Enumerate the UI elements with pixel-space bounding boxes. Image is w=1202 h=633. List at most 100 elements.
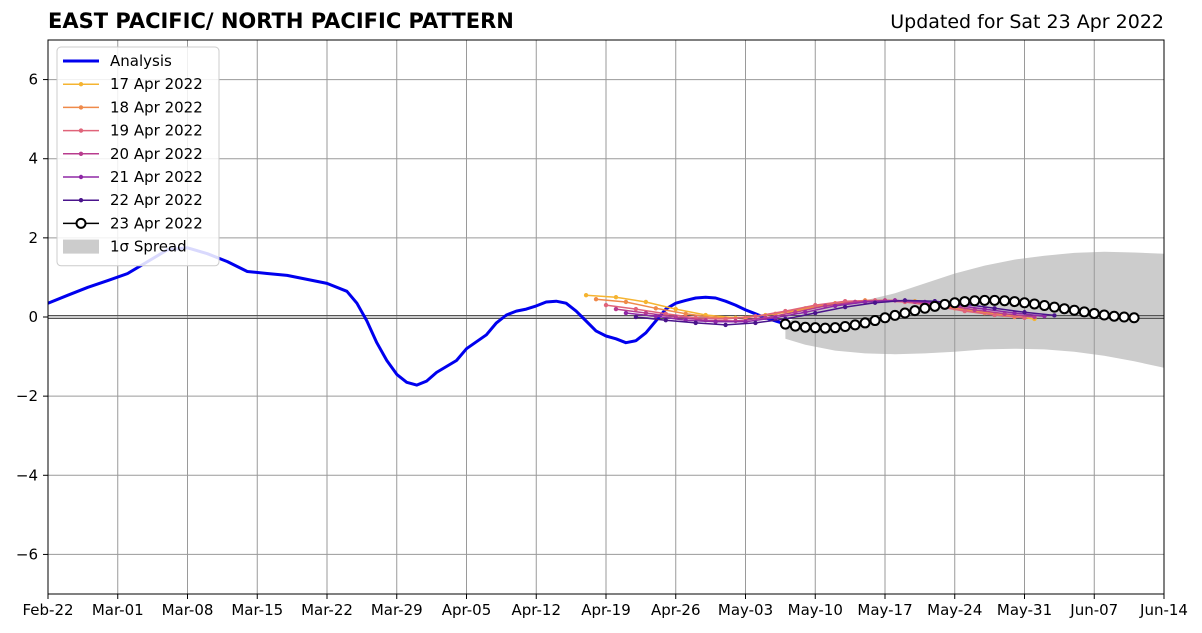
data-point: [849, 319, 861, 331]
data-point: [992, 312, 997, 318]
data-point: [813, 310, 818, 316]
data-point: [969, 295, 981, 307]
data-point: [789, 320, 801, 332]
x-tick-label: Mar-22: [301, 601, 353, 619]
data-point: [779, 318, 791, 330]
data-point: [673, 306, 678, 312]
data-point: [859, 317, 871, 329]
data-point: [683, 311, 688, 317]
legend-label: 17 Apr 2022: [110, 75, 203, 93]
data-point: [959, 296, 971, 308]
x-tick-label: Jun-14: [1139, 601, 1188, 619]
y-tick-label: −6: [16, 545, 38, 563]
data-point: [1048, 301, 1060, 313]
x-tick-label: Apr-26: [651, 601, 701, 619]
legend-label: 1σ Spread: [110, 238, 187, 256]
data-point: [1052, 313, 1057, 318]
x-tick-label: May-24: [927, 601, 982, 619]
data-point: [879, 312, 891, 324]
data-point: [1019, 297, 1030, 309]
data-point: [949, 297, 961, 309]
data-point: [962, 308, 967, 314]
data-point: [992, 306, 997, 311]
data-point: [999, 295, 1011, 307]
data-point: [623, 310, 629, 316]
x-tick-label: Mar-01: [92, 601, 144, 619]
x-tick-label: Mar-29: [371, 601, 423, 619]
data-point: [1009, 296, 1021, 308]
data-point: [613, 295, 619, 300]
legend-marker: [75, 217, 87, 229]
data-point: [663, 317, 668, 323]
data-point: [1108, 310, 1120, 322]
legend-label: 23 Apr 2022: [110, 214, 203, 232]
y-tick-label: −2: [16, 387, 38, 405]
data-point: [872, 300, 878, 305]
data-point: [869, 315, 881, 327]
x-tick-label: Jun-07: [1069, 601, 1118, 619]
legend-marker: [78, 197, 84, 203]
data-point: [723, 322, 728, 328]
y-tick-label: 4: [28, 150, 38, 168]
data-point: [1058, 303, 1070, 315]
series-line: [48, 246, 786, 387]
legend-marker: [78, 174, 84, 180]
data-point: [613, 306, 619, 312]
legend-marker: [78, 151, 84, 156]
data-point: [1098, 309, 1110, 321]
data-point: [603, 302, 609, 308]
x-tick-label: Mar-08: [162, 601, 214, 619]
data-point: [1068, 304, 1080, 316]
legend-swatch: [63, 239, 99, 254]
data-point: [633, 306, 639, 312]
data-point: [902, 298, 908, 303]
legend-label: 19 Apr 2022: [110, 122, 203, 140]
data-point: [899, 307, 911, 319]
data-point: [842, 304, 848, 310]
legend-label: Analysis: [110, 52, 172, 70]
chart-subtitle: Updated for Sat 23 Apr 2022: [890, 11, 1164, 33]
data-point: [839, 320, 851, 332]
data-point: [653, 314, 659, 319]
data-point: [799, 321, 811, 333]
data-point: [753, 320, 758, 326]
data-point: [1022, 310, 1027, 315]
x-tick-label: May-31: [997, 601, 1052, 619]
data-point: [593, 296, 599, 302]
data-point: [939, 298, 951, 310]
x-tick-label: Apr-05: [442, 601, 492, 619]
chart-title: EAST PACIFIC/ NORTH PACIFIC PATTERN: [48, 9, 514, 33]
data-point: [713, 319, 718, 324]
legend-label: 18 Apr 2022: [110, 98, 203, 116]
data-point: [832, 303, 838, 309]
legend-marker: [78, 81, 84, 87]
data-point: [773, 315, 778, 320]
data-point: [809, 322, 821, 334]
data-point: [583, 293, 589, 298]
data-point: [862, 299, 868, 305]
data-point: [989, 294, 1001, 306]
y-tick-label: 0: [28, 308, 38, 326]
x-tick-label: Apr-12: [512, 601, 562, 619]
y-tick-label: 6: [28, 71, 38, 89]
data-point: [693, 320, 698, 326]
legend-label: 20 Apr 2022: [110, 145, 203, 163]
x-tick-label: Mar-15: [231, 601, 283, 619]
legend-label: 22 Apr 2022: [110, 191, 203, 209]
data-point: [1118, 311, 1130, 323]
x-tick-label: May-17: [857, 601, 912, 619]
data-point: [803, 310, 808, 315]
data-point: [633, 314, 639, 320]
legend-marker: [78, 105, 84, 110]
data-point: [813, 302, 818, 308]
x-tick-label: Apr-19: [581, 601, 631, 619]
data-point: [643, 299, 649, 305]
legend-box: [56, 46, 220, 267]
y-tick-label: 2: [28, 229, 38, 247]
legend-label: 21 Apr 2022: [110, 168, 203, 186]
data-point: [1078, 306, 1090, 318]
data-point: [753, 314, 758, 319]
data-point: [1028, 298, 1040, 310]
data-point: [979, 294, 991, 306]
